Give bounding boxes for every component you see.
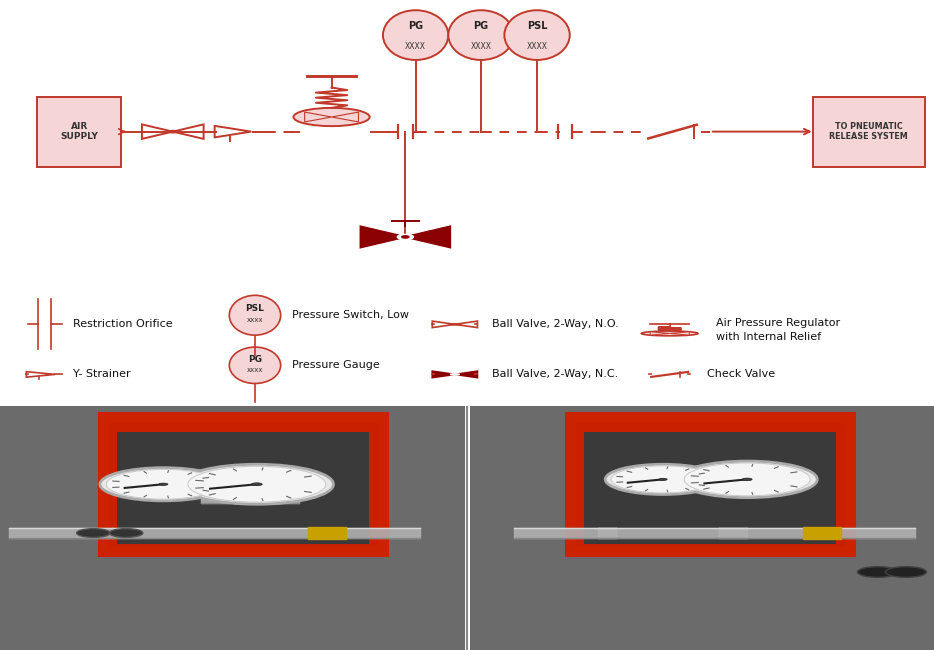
Circle shape — [251, 483, 262, 486]
Text: Restriction Orifice: Restriction Orifice — [73, 319, 173, 330]
Circle shape — [450, 324, 460, 325]
Text: Air Pressure Regulator
with Internal Relief: Air Pressure Regulator with Internal Rel… — [716, 318, 841, 341]
Circle shape — [109, 528, 143, 538]
Circle shape — [743, 478, 752, 480]
Circle shape — [77, 528, 110, 538]
Circle shape — [885, 567, 927, 577]
Circle shape — [159, 483, 168, 486]
Text: XXXX: XXXX — [527, 42, 547, 51]
Polygon shape — [405, 226, 450, 248]
Circle shape — [188, 466, 326, 502]
Circle shape — [169, 131, 177, 133]
FancyBboxPatch shape — [117, 432, 369, 544]
FancyBboxPatch shape — [813, 96, 925, 166]
Text: PSL: PSL — [527, 21, 547, 31]
Ellipse shape — [230, 295, 281, 335]
Circle shape — [659, 478, 667, 480]
Text: Pressure Switch, Low: Pressure Switch, Low — [292, 310, 409, 320]
Text: PG: PG — [474, 21, 488, 31]
Circle shape — [100, 468, 227, 500]
Text: Ball Valve, 2-Way, N.C.: Ball Valve, 2-Way, N.C. — [492, 369, 618, 380]
Ellipse shape — [504, 10, 570, 60]
FancyBboxPatch shape — [37, 96, 121, 166]
Ellipse shape — [642, 331, 698, 336]
Polygon shape — [650, 332, 670, 335]
Circle shape — [397, 235, 414, 239]
Polygon shape — [670, 332, 689, 335]
Circle shape — [685, 463, 811, 496]
Polygon shape — [361, 226, 405, 248]
Text: PG: PG — [408, 21, 423, 31]
Text: XXXX: XXXX — [471, 42, 491, 51]
Circle shape — [857, 567, 899, 577]
Circle shape — [605, 464, 721, 495]
Polygon shape — [304, 112, 332, 122]
Circle shape — [180, 464, 333, 504]
Polygon shape — [432, 371, 455, 378]
Text: PG: PG — [248, 355, 262, 364]
Text: xxxx: xxxx — [247, 367, 263, 373]
Text: PSL: PSL — [246, 304, 264, 313]
FancyBboxPatch shape — [570, 417, 850, 551]
Text: xxxx: xxxx — [247, 317, 263, 323]
Text: Ball Valve, 2-Way, N.O.: Ball Valve, 2-Way, N.O. — [492, 319, 619, 330]
Circle shape — [677, 461, 817, 498]
Text: Check Valve: Check Valve — [707, 369, 775, 380]
Text: TO PNEUMATIC
RELEASE SYSTEM: TO PNEUMATIC RELEASE SYSTEM — [829, 122, 908, 141]
Circle shape — [450, 374, 460, 375]
Text: AIR
SUPPLY: AIR SUPPLY — [61, 122, 98, 141]
Polygon shape — [455, 371, 477, 378]
Circle shape — [106, 469, 220, 499]
Ellipse shape — [448, 10, 514, 60]
Circle shape — [611, 466, 715, 493]
Ellipse shape — [383, 10, 448, 60]
Circle shape — [402, 236, 409, 238]
Text: Y- Strainer: Y- Strainer — [73, 369, 131, 380]
FancyBboxPatch shape — [103, 417, 383, 551]
Ellipse shape — [230, 347, 281, 384]
Text: Pressure Gauge: Pressure Gauge — [292, 360, 380, 370]
Polygon shape — [332, 112, 359, 122]
Text: XXXX: XXXX — [405, 42, 426, 51]
FancyBboxPatch shape — [584, 432, 836, 544]
Ellipse shape — [293, 108, 370, 126]
